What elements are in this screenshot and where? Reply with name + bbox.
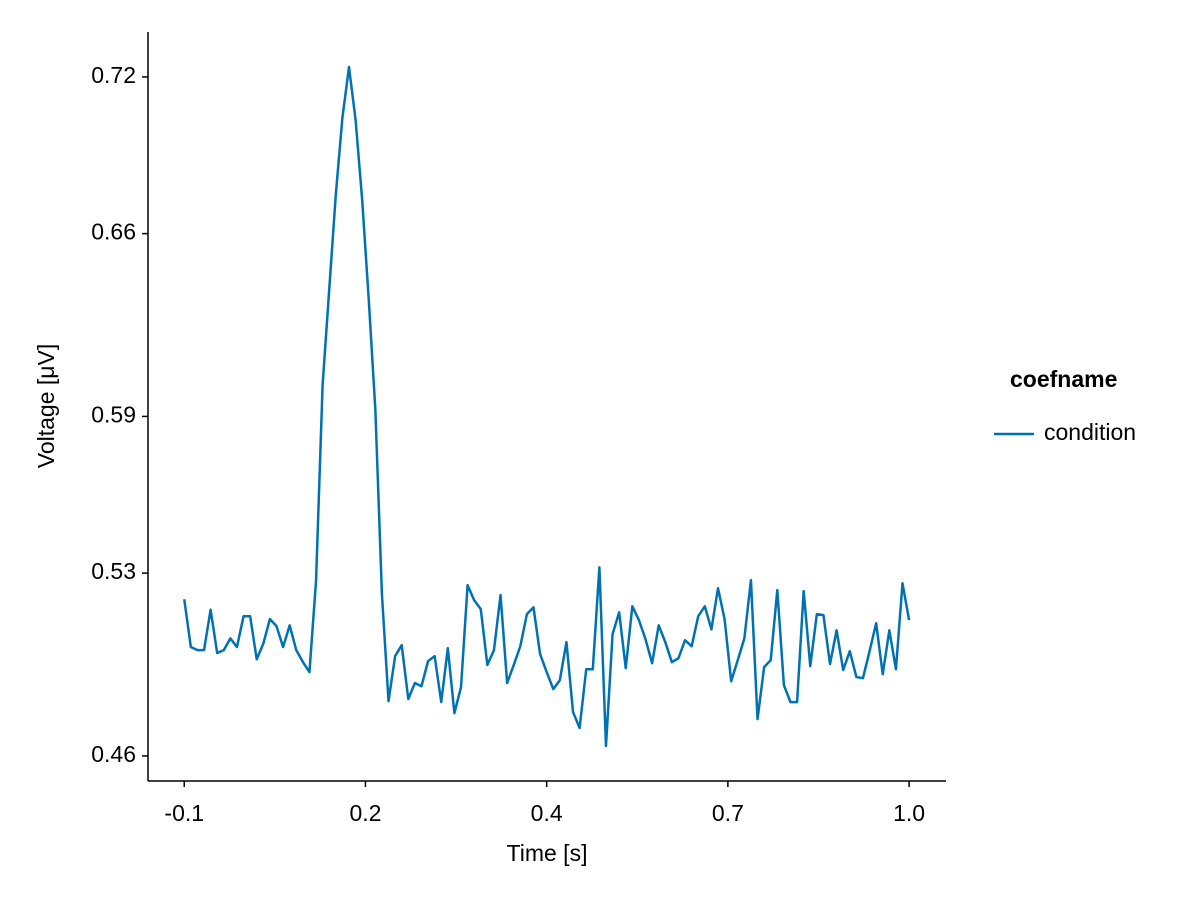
legend-label: condition: [1044, 419, 1136, 445]
y-tick-label: 0.53: [91, 558, 136, 584]
x-tick-label: -0.1: [164, 800, 204, 826]
y-tick-label: 0.66: [91, 219, 136, 245]
x-axis-label: Time [s]: [507, 840, 588, 866]
data-line: [183, 65, 911, 748]
x-tick-label: 0.4: [531, 800, 563, 826]
x-tick-label: 1.0: [893, 800, 925, 826]
y-tick-label: 0.59: [91, 402, 136, 428]
x-tick-label: 0.2: [349, 800, 381, 826]
legend-title: coefname: [1010, 366, 1117, 392]
y-tick-label: 0.46: [91, 741, 136, 767]
y-axis-label: Voltage [μV]: [33, 344, 59, 469]
x-tick-label: 0.7: [712, 800, 744, 826]
y-tick-label: 0.72: [91, 62, 136, 88]
